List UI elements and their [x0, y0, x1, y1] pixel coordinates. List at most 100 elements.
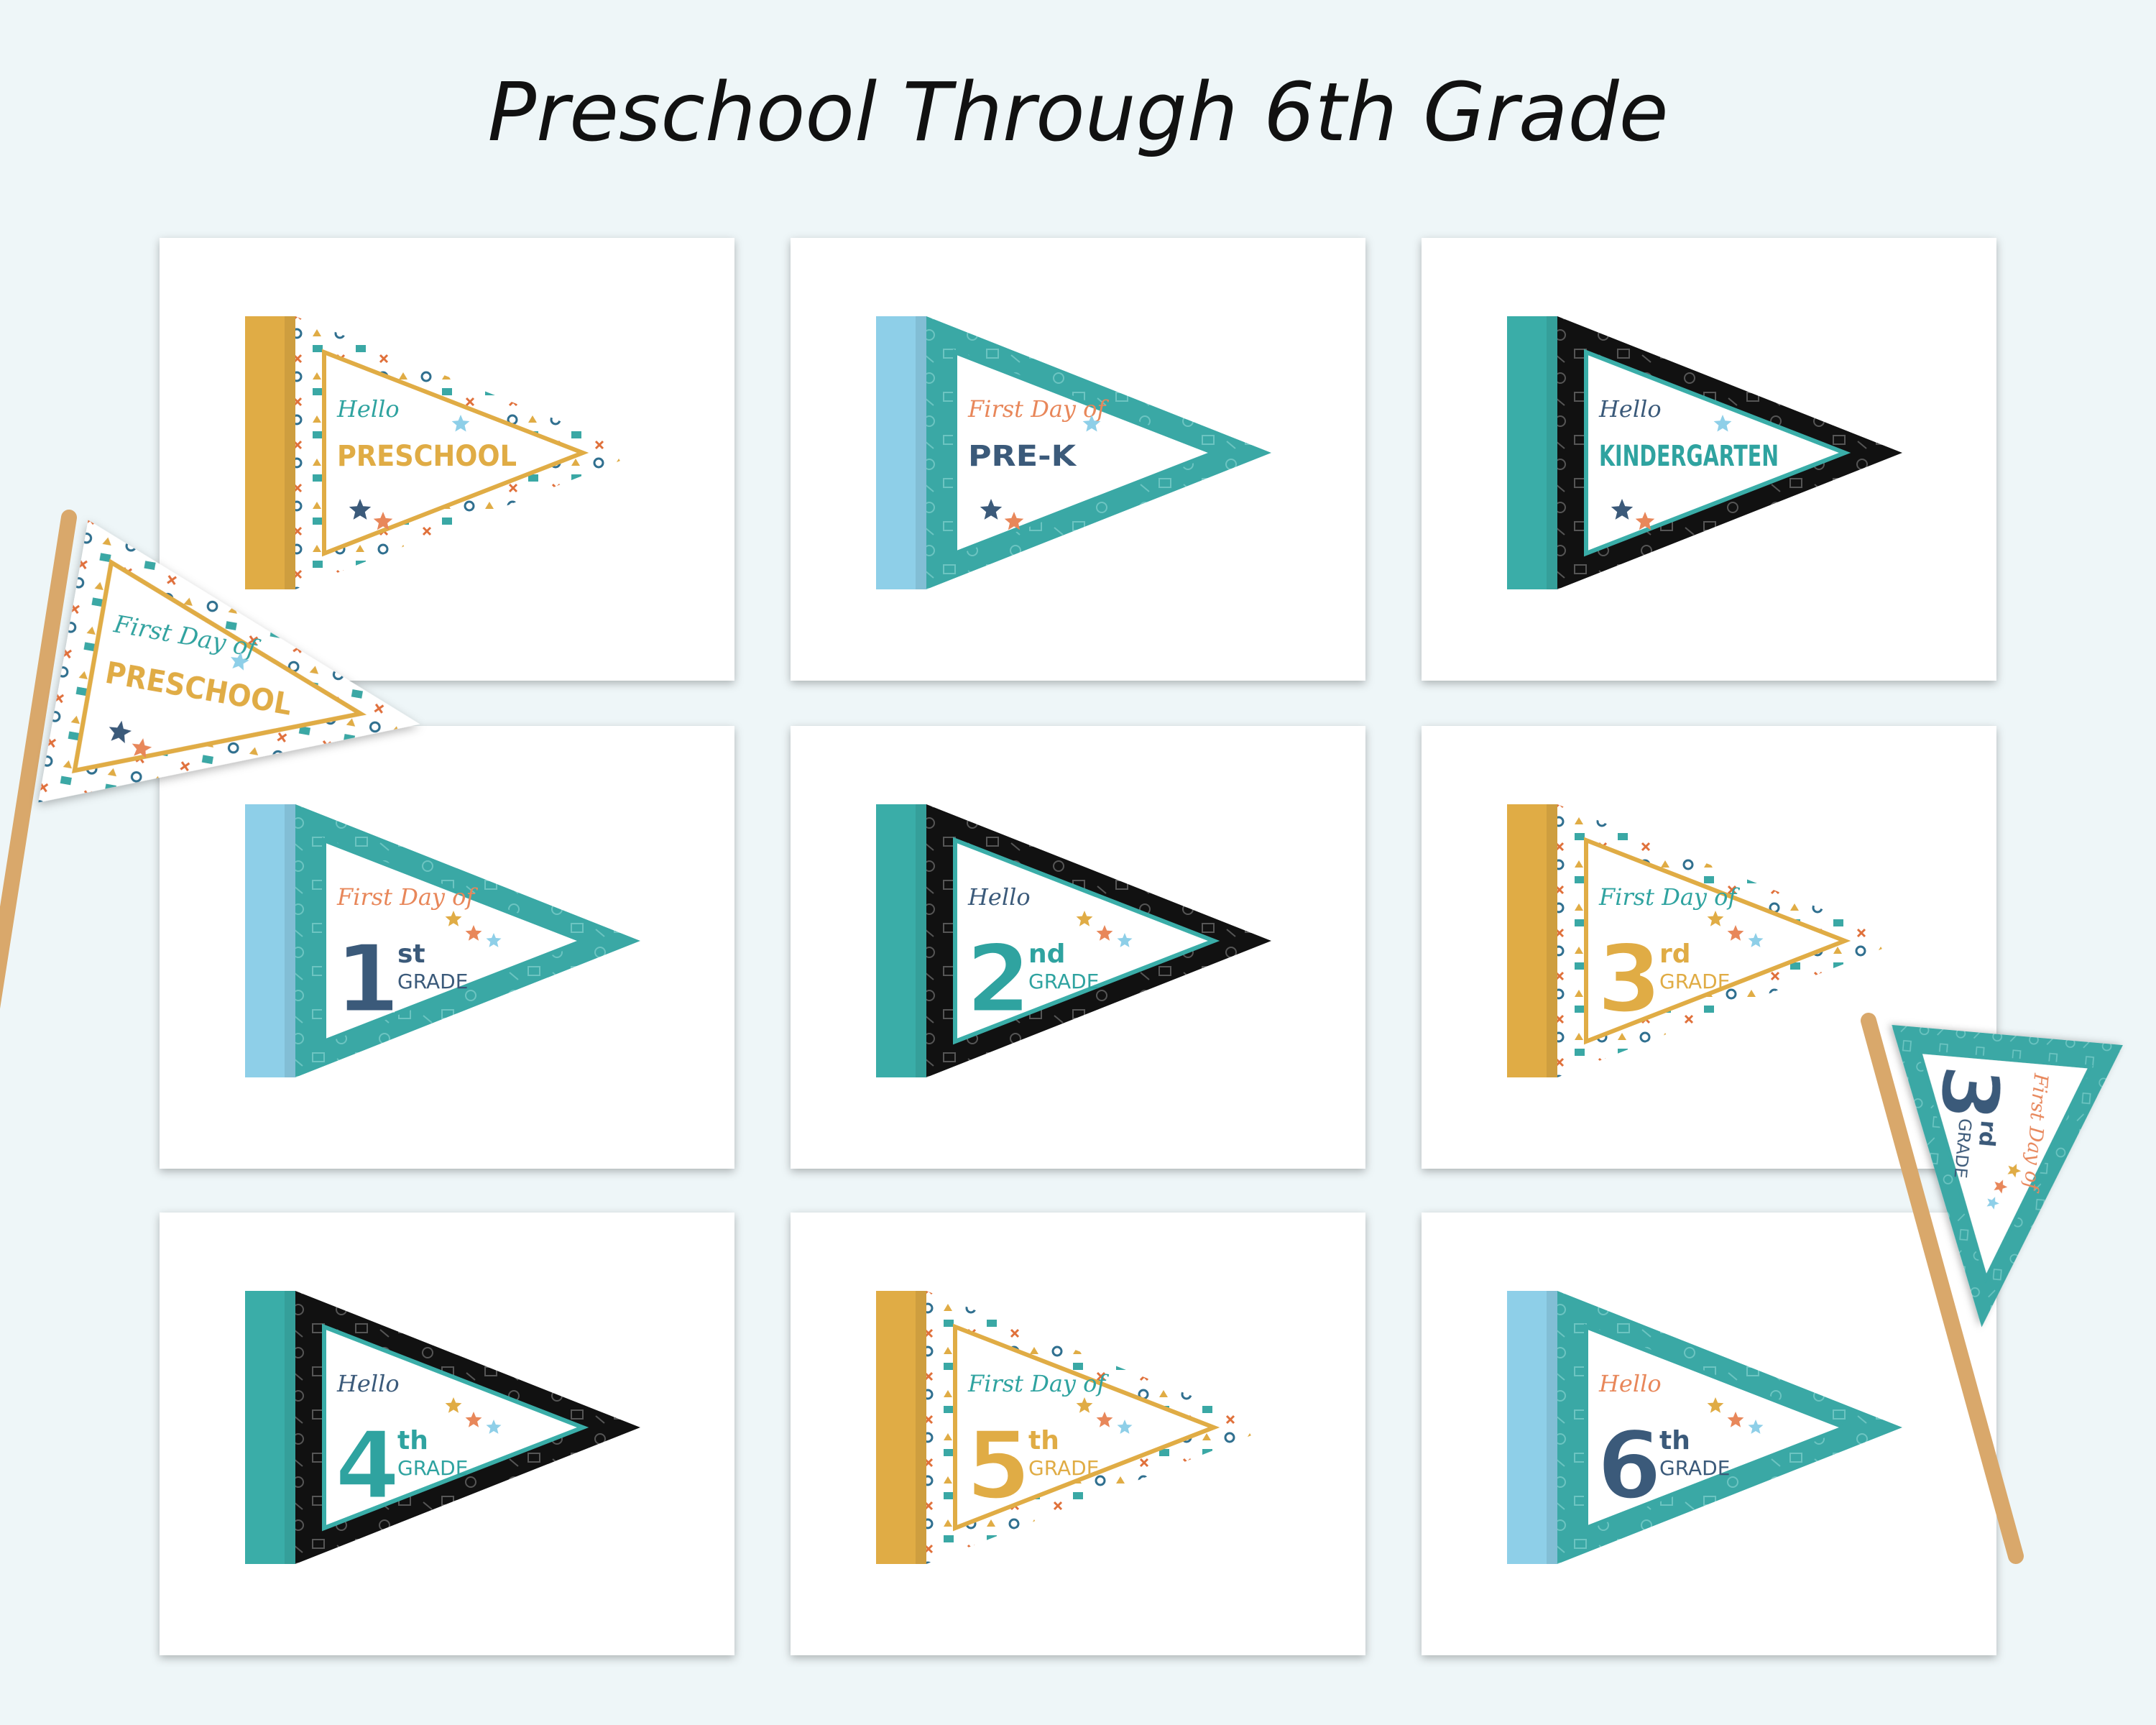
pennant-inner: [322, 837, 589, 1045]
star: [1082, 415, 1101, 432]
pennant-block-shade: [916, 1291, 926, 1564]
star: [445, 911, 462, 926]
star: [2007, 1164, 2022, 1178]
star: [1727, 925, 1744, 941]
star: [451, 415, 470, 432]
pennant-greeting: First Day of: [1598, 883, 1740, 911]
star: [1096, 925, 1113, 941]
pennant: Hello PRESCHOOL: [245, 316, 640, 589]
pennant: Hello KINDERGARTEN: [1507, 316, 1902, 589]
pennant-inner: [953, 1323, 1220, 1532]
star: [1611, 499, 1634, 520]
star: [1635, 512, 1655, 530]
pennant-block: [245, 804, 295, 1077]
star: [1748, 933, 1764, 947]
star: [1096, 1412, 1113, 1427]
pennant-greeting: Hello: [1598, 395, 1662, 423]
stick: [1861, 1013, 2024, 1564]
star: [465, 1412, 482, 1427]
star: [1004, 512, 1024, 530]
pennant-block: [245, 316, 295, 589]
star: [1748, 1420, 1764, 1434]
pennant-number: 6: [1597, 1411, 1662, 1520]
pennant-block: [1507, 804, 1557, 1077]
pennant-number: 3: [1920, 1062, 2017, 1125]
pennant-block: [245, 1291, 295, 1564]
star: [132, 738, 152, 758]
stick: [0, 510, 77, 1009]
pennant-block-shade: [285, 804, 295, 1077]
pennant-block-shade: [916, 316, 926, 589]
pennant-grade: GRADE: [397, 970, 468, 993]
pennant-name: KINDERGARTEN: [1599, 440, 1779, 473]
pennant-block: [876, 804, 926, 1077]
pennant-greeting: Hello: [336, 395, 400, 423]
pennant-grade: GRADE: [1028, 1456, 1099, 1480]
pennant-suffix: th: [1659, 1426, 1690, 1455]
pennant-block-shade: [285, 1291, 295, 1564]
pennant-block-shade: [1547, 1291, 1557, 1564]
pennant-inner: [1584, 837, 1851, 1045]
pennant-block: [876, 1291, 926, 1564]
star: [349, 499, 372, 520]
star: [109, 720, 132, 744]
star: [486, 1420, 502, 1434]
star: [1986, 1197, 1999, 1210]
pennant-block-shade: [285, 316, 295, 589]
pennant-greeting: Hello: [1598, 1370, 1662, 1397]
pennant-suffix: st: [397, 939, 425, 969]
star: [1076, 911, 1093, 926]
pennant-grade: GRADE: [397, 1456, 468, 1480]
pennant-grade: GRADE: [1028, 970, 1099, 993]
star: [1117, 933, 1133, 947]
pennant-greeting: First Day of: [967, 1370, 1109, 1397]
pennant-greeting: Hello: [967, 883, 1031, 911]
pennant-greeting: First Day of: [967, 395, 1109, 423]
pennant-name: PRE-K: [968, 440, 1077, 473]
pennant-suffix: rd: [1659, 939, 1691, 969]
pennant-number: 5: [966, 1411, 1031, 1520]
pennant-suffix: rd: [1973, 1119, 2001, 1148]
pennant-inner: [1584, 1323, 1851, 1532]
star: [1713, 415, 1732, 432]
pennant-inner: [1584, 349, 1851, 557]
pennant-number: 1: [335, 924, 400, 1034]
pennant-block: [876, 316, 926, 589]
pennant-greeting: First Day of: [336, 883, 478, 911]
pennant: First Day of PRE-K: [876, 316, 1271, 589]
page-title: Preschool Through 6th Grade: [487, 66, 1668, 160]
pennant-block-shade: [1547, 804, 1557, 1077]
pennant-inner: [322, 1323, 589, 1532]
pennant-suffix: th: [1028, 1426, 1059, 1455]
pennant-grade: GRADE: [1659, 970, 1730, 993]
pennant-block: [1507, 1291, 1557, 1564]
pennant-grade: GRADE: [1659, 1456, 1730, 1480]
pennant-number: 3: [1597, 924, 1662, 1034]
pennant-greeting: Hello: [336, 1370, 400, 1397]
star: [373, 512, 393, 530]
star: [1117, 1420, 1133, 1434]
star: [231, 652, 249, 671]
pennant-block-shade: [916, 804, 926, 1077]
pennant-block: [1507, 316, 1557, 589]
pennant-number: 2: [966, 924, 1031, 1034]
pennant-inner: [953, 349, 1220, 557]
star: [1076, 1397, 1093, 1413]
pennant-inner: [1917, 1049, 2093, 1284]
star: [1707, 1397, 1724, 1413]
star: [486, 933, 502, 947]
star: [1727, 1412, 1744, 1427]
star: [1994, 1179, 2008, 1194]
pennant-inner: [953, 837, 1220, 1045]
star: [980, 499, 1003, 520]
